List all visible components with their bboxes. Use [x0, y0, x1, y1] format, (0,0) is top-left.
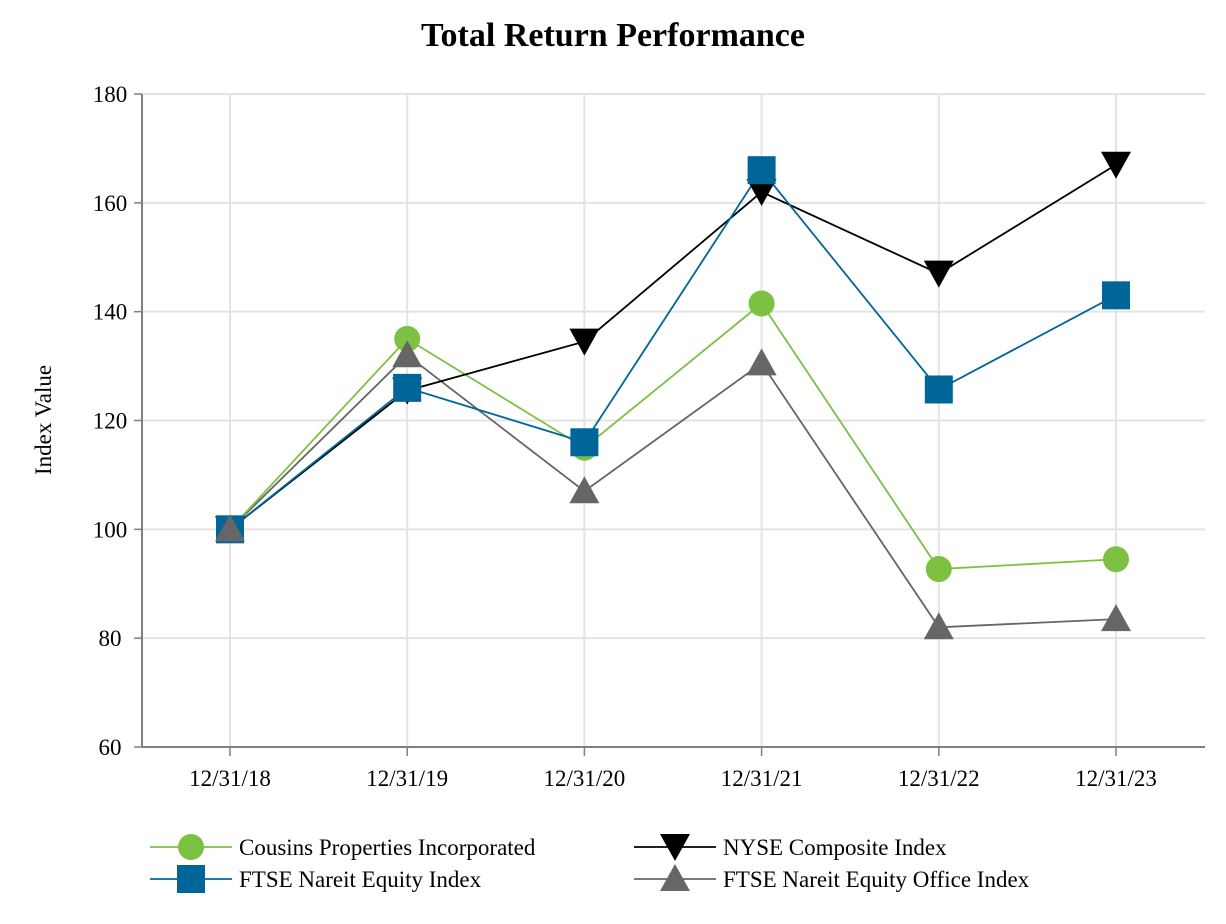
- y-tick-label: 80: [99, 626, 122, 651]
- legend-label: FTSE Nareit Equity Index: [239, 867, 482, 892]
- data-point-4-2: [392, 340, 423, 368]
- y-tick-label: 160: [93, 191, 128, 216]
- tick-labels: 60 80 100 120 140 160 180 12/31/18 12/31/19 12/31…: [93, 82, 1157, 791]
- legend-label: NYSE Composite Index: [723, 835, 947, 860]
- legend-marker: [177, 865, 205, 893]
- series-markers: [215, 151, 1131, 640]
- data-point-3-2: [393, 373, 422, 402]
- x-tick-label: 12/31/20: [544, 766, 626, 791]
- data-point-4-4: [746, 348, 777, 376]
- data-point-3-3: [570, 428, 599, 457]
- data-point-4-5: [923, 612, 954, 640]
- x-tick-label: 12/31/23: [1075, 766, 1157, 791]
- data-point-2-6: [1101, 151, 1131, 179]
- data-point-4-1: [215, 514, 245, 542]
- data-point-3-6: [1102, 281, 1130, 310]
- legend-marker: [178, 834, 204, 860]
- data-point-2-3: [569, 328, 600, 356]
- y-axis-label: Index Value: [31, 365, 56, 475]
- x-tick-label: 12/31/18: [189, 766, 271, 791]
- legend-item-3: FTSE Nareit Equity Index: [150, 865, 482, 893]
- data-point-1-2: [394, 325, 421, 352]
- series-line-1: [229, 302, 1117, 570]
- y-tick-label: 140: [93, 300, 128, 325]
- y-tick-label: 60: [99, 735, 122, 760]
- chart-title: Total Return Performance: [421, 17, 805, 54]
- legend: Cousins Properties Incorporated NYSE Comp…: [150, 834, 1030, 893]
- legend-item-2: NYSE Composite Index: [634, 834, 947, 861]
- x-tick-label: 12/31/22: [898, 766, 980, 791]
- axes: [134, 93, 1205, 756]
- legend-label: FTSE Nareit Equity Office Index: [723, 867, 1030, 892]
- legend-marker: [660, 834, 690, 861]
- data-point-1-6: [1103, 546, 1129, 573]
- y-tick-label: 120: [93, 409, 128, 434]
- legend-marker: [660, 864, 690, 891]
- y-tick-label: 100: [93, 517, 128, 542]
- x-tick-label: 12/31/19: [366, 766, 448, 791]
- legend-item-1: Cousins Properties Incorporated: [150, 834, 536, 860]
- gridlines: [142, 93, 1205, 747]
- series-line-2: [229, 163, 1117, 531]
- x-tick-label: 12/31/21: [721, 766, 803, 791]
- data-point-2-5: [923, 260, 954, 288]
- legend-item-4: FTSE Nareit Equity Office Index: [634, 864, 1030, 892]
- series-line-4: [229, 354, 1117, 629]
- data-point-3-4: [747, 156, 776, 185]
- data-point-4-6: [1101, 604, 1131, 632]
- y-tick-label: 180: [93, 82, 128, 107]
- series-lines: [229, 163, 1117, 629]
- data-point-4-3: [569, 476, 600, 504]
- data-point-3-5: [924, 375, 953, 404]
- legend-label: Cousins Properties Incorporated: [239, 835, 536, 860]
- data-point-1-4: [748, 290, 775, 317]
- series-line-3: [229, 168, 1117, 531]
- data-point-1-5: [925, 556, 952, 583]
- data-point-2-4: [746, 178, 777, 206]
